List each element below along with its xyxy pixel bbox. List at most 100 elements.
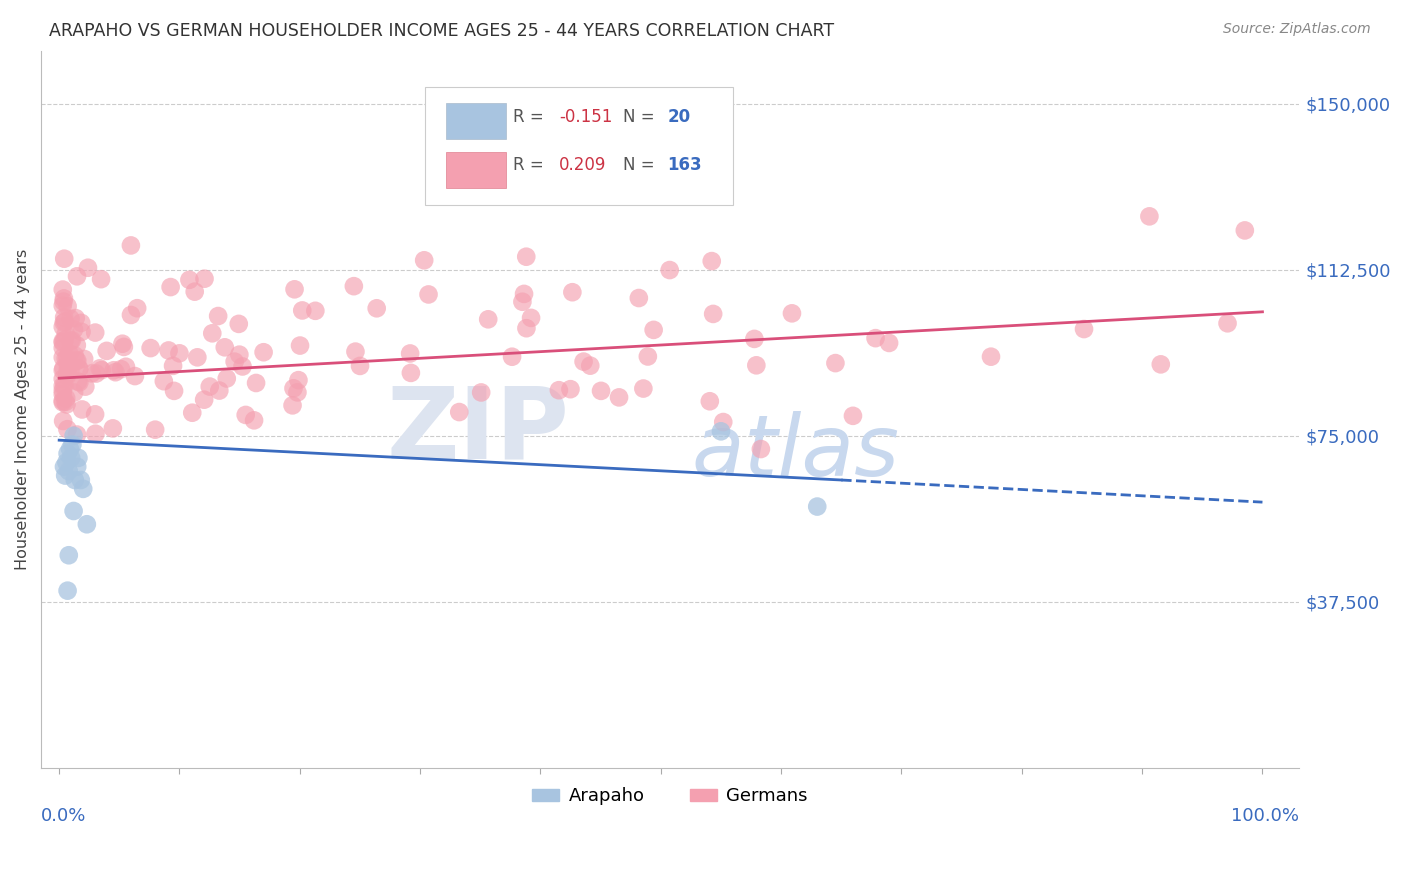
Point [52, 335, 75, 350]
Point [162, 359, 184, 373]
Point [53, 315, 76, 329]
Text: ZIP: ZIP [387, 382, 569, 479]
Point [52, 316, 75, 330]
Point [52, 294, 75, 309]
Point [59, 363, 82, 377]
Point [515, 321, 537, 335]
Point [711, 415, 734, 429]
Point [127, 301, 149, 316]
Point [633, 382, 655, 396]
Point [80, 367, 103, 381]
Point [186, 351, 208, 365]
Point [215, 371, 238, 385]
Point [501, 350, 523, 364]
Point [52, 351, 75, 365]
Point [208, 384, 231, 398]
Point [67, 362, 90, 376]
Point [55, 455, 77, 469]
Point [60, 334, 83, 348]
Point [287, 385, 309, 400]
Point [67, 361, 90, 376]
Point [470, 385, 492, 400]
Point [70, 325, 93, 339]
Point [52, 372, 75, 386]
Point [366, 301, 388, 316]
Point [76, 517, 98, 532]
Point [169, 346, 191, 360]
Point [72, 482, 94, 496]
Point [52, 299, 75, 313]
Point [53, 378, 76, 392]
Point [207, 309, 229, 323]
Point [56, 361, 79, 376]
Point [110, 362, 132, 376]
Point [159, 280, 181, 294]
Point [745, 359, 768, 373]
Point [252, 345, 274, 359]
Legend: Arapaho, Germans: Arapaho, Germans [526, 780, 814, 813]
Point [55, 351, 77, 366]
Point [84, 326, 107, 340]
Point [59, 334, 82, 348]
Point [449, 405, 471, 419]
Text: -0.151: -0.151 [560, 108, 613, 127]
Point [56, 446, 79, 460]
Point [70, 316, 93, 330]
Point [52, 319, 75, 334]
Point [84, 367, 107, 381]
Text: ARAPAHO VS GERMAN HOUSEHOLDER INCOME AGES 25 - 44 YEARS CORRELATION CHART: ARAPAHO VS GERMAN HOUSEHOLDER INCOME AGE… [49, 22, 834, 40]
Point [56, 351, 79, 365]
Point [56, 357, 79, 371]
Point [65, 354, 87, 368]
Point [1216, 316, 1239, 330]
Point [53, 468, 76, 483]
Point [84, 408, 107, 422]
Point [55, 397, 77, 411]
Point [66, 459, 89, 474]
Point [120, 238, 142, 252]
Point [56, 367, 79, 381]
Point [291, 303, 314, 318]
Point [73, 351, 96, 366]
Point [52, 341, 75, 355]
Point [56, 299, 79, 313]
Point [70, 402, 93, 417]
Point [56, 368, 79, 383]
Point [224, 354, 246, 368]
Point [344, 344, 367, 359]
Point [637, 350, 659, 364]
Text: 0.0%: 0.0% [41, 807, 87, 825]
Point [287, 373, 309, 387]
Point [62, 429, 84, 443]
Point [1233, 223, 1256, 237]
Point [288, 338, 311, 352]
Point [643, 323, 665, 337]
Point [281, 398, 304, 412]
Point [67, 450, 90, 465]
Text: atlas: atlas [692, 410, 900, 493]
Point [700, 254, 723, 268]
Point [55, 395, 77, 409]
Point [63, 473, 86, 487]
Point [69, 473, 91, 487]
Point [52, 387, 75, 401]
Point [228, 348, 250, 362]
Point [52, 395, 75, 409]
Point [111, 336, 134, 351]
Point [52, 393, 75, 408]
Point [53, 310, 76, 325]
Point [1073, 322, 1095, 336]
FancyBboxPatch shape [446, 153, 506, 188]
Point [63, 385, 86, 400]
Point [120, 308, 142, 322]
Point [67, 376, 90, 390]
Point [980, 350, 1002, 364]
Point [90, 272, 112, 286]
Point [343, 279, 366, 293]
Point [877, 335, 900, 350]
Point [124, 369, 146, 384]
Point [589, 384, 612, 398]
Point [283, 282, 305, 296]
Point [214, 340, 236, 354]
Point [143, 423, 166, 437]
